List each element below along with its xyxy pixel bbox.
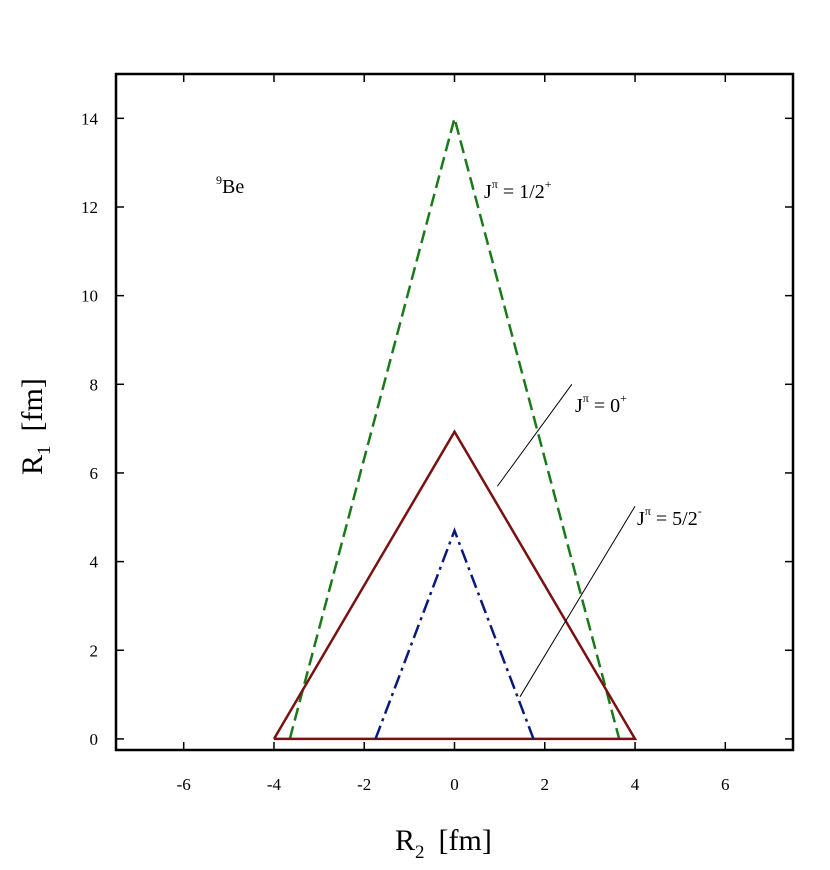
x-tick-label: 6 (721, 775, 730, 794)
leader-zero-plus (496, 384, 573, 487)
y-tick-label: 12 (81, 198, 98, 217)
y-axis-title: R1[fm] (16, 378, 55, 475)
x-tick-label: 0 (450, 775, 459, 794)
nucleus-mass-number: 9 (216, 173, 222, 187)
y-tick-label: 4 (90, 553, 99, 572)
x-tick-label: -6 (177, 775, 191, 794)
series-line-five-half-minus (374, 527, 535, 740)
x-tick-label: -4 (267, 775, 282, 794)
axis-ticks (116, 74, 793, 750)
y-tick-label: 10 (81, 287, 98, 306)
x-tick-label: -2 (357, 775, 371, 794)
y-tick-label: 2 (90, 641, 99, 660)
y-tick-label: 0 (90, 730, 99, 749)
y-tick-label: 8 (90, 375, 99, 394)
tick-labels: -6 -4 -2 0 2 4 6 0 2 4 6 8 10 12 14 (81, 109, 730, 794)
x-tick-label: 2 (541, 775, 550, 794)
y-tick-label: 6 (90, 464, 99, 483)
x-axis-title: R2 [fm] (395, 824, 492, 863)
x-tick-label: 4 (631, 775, 640, 794)
series-line-half-plus (288, 113, 621, 740)
nucleus-symbol: Be (222, 176, 244, 198)
leader-five-half-minus (519, 505, 636, 698)
annotation-jpi-five-half-minus: Jπ = 5/2- (637, 504, 702, 530)
annotation-jpi-zero-plus: Jπ = 0+ (575, 391, 627, 417)
annotation-leaders (496, 384, 636, 698)
nucleus-label: 9Be (216, 173, 244, 198)
series-layer (272, 113, 638, 741)
y-tick-label: 14 (81, 109, 99, 128)
series-line-zero-plus (272, 429, 638, 741)
annotation-jpi-half-plus: Jπ = 1/2+ (484, 177, 552, 203)
